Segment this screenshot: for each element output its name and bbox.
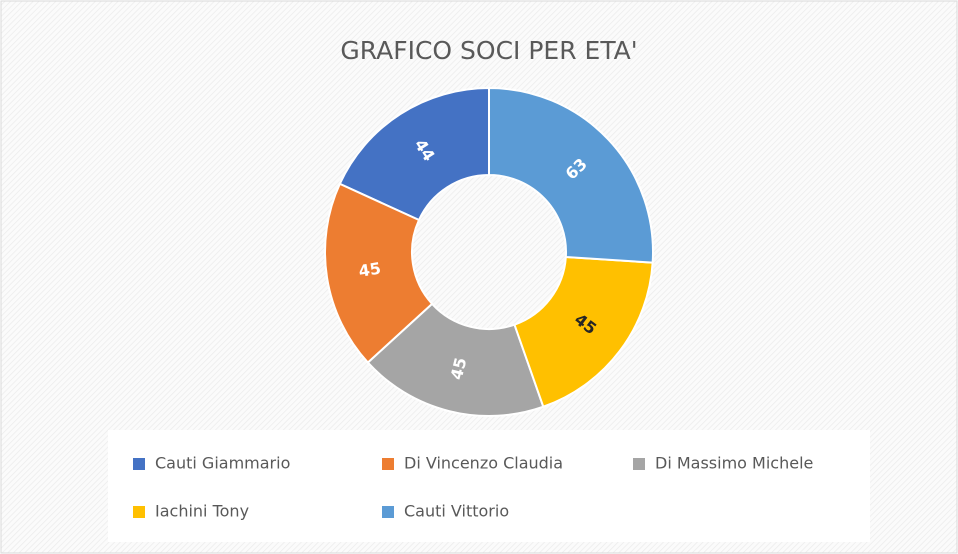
chart-title: GRAFICO SOCI PER ETA'	[340, 36, 637, 65]
donut-slice	[488, 86, 654, 264]
legend-label: Cauti Vittorio	[404, 502, 509, 521]
legend-label: Iachini Tony	[155, 502, 249, 521]
legend-label: Di Massimo Michele	[655, 454, 813, 473]
donut-slice	[324, 182, 434, 364]
donut-slice	[513, 255, 654, 409]
legend-label: Cauti Giammario	[155, 454, 290, 473]
data-label: 45	[447, 355, 471, 381]
donut-slice	[366, 302, 545, 417]
data-label: 45	[357, 259, 382, 281]
legend-swatch	[133, 458, 145, 470]
legend-swatch	[382, 458, 394, 470]
donut-slice	[338, 86, 490, 222]
legend-box	[108, 430, 870, 542]
legend-swatch	[133, 506, 145, 518]
legend-swatch	[382, 506, 394, 518]
legend-swatch	[633, 458, 645, 470]
legend-label: Di Vincenzo Claudia	[404, 454, 563, 473]
